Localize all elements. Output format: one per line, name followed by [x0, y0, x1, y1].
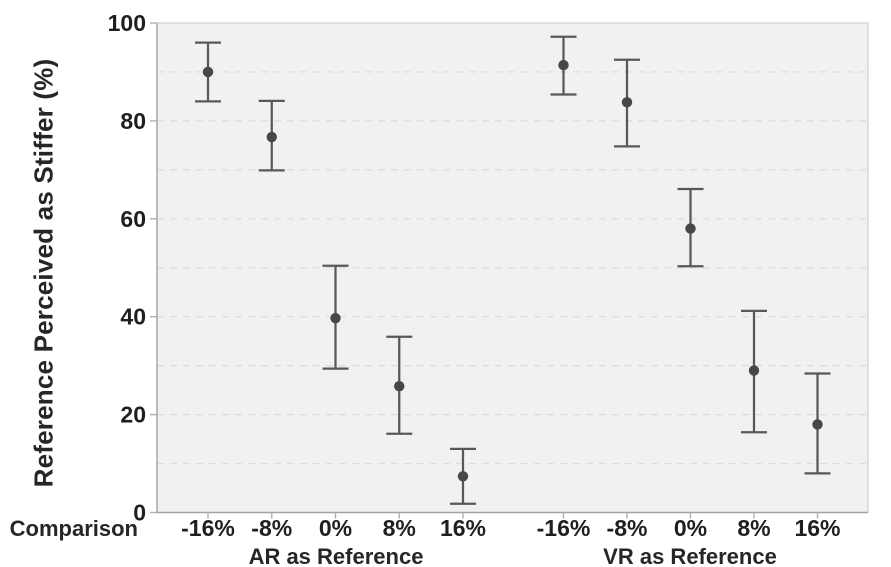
x-tick-label: -16%: [537, 515, 591, 541]
x-tick-label: -8%: [607, 515, 648, 541]
data-point: [685, 223, 696, 234]
data-point: [812, 419, 823, 430]
x-tick-label: 8%: [383, 515, 416, 541]
y-tick-label: 60: [120, 206, 146, 232]
x-tick-label: 0%: [674, 515, 707, 541]
y-axis-title: Reference Perceived as Stiffer (%): [28, 58, 59, 488]
data-point: [621, 97, 633, 108]
x-tick-label: -16%: [181, 515, 235, 541]
group-label-ar: AR as Reference: [248, 544, 424, 567]
y-tick-label: 20: [120, 402, 146, 428]
data-point: [202, 66, 214, 78]
data-point: [748, 365, 760, 376]
data-point: [457, 471, 469, 482]
y-tick-label: 40: [120, 304, 146, 330]
x-axis-corner-label: Comparison: [9, 516, 138, 541]
y-tick-label: 80: [120, 108, 146, 134]
y-tick-label: 100: [108, 10, 146, 36]
data-point: [330, 312, 341, 324]
x-tick-label: -8%: [251, 515, 292, 541]
x-tick-label: 0%: [319, 515, 352, 541]
data-point: [558, 59, 569, 71]
y-tick-label: 0: [133, 500, 146, 526]
x-tick-label: 16%: [440, 515, 486, 541]
group-label-vr: VR as Reference: [603, 544, 777, 567]
x-tick-label: 8%: [737, 515, 770, 541]
data-point: [394, 381, 405, 392]
data-point: [266, 131, 277, 143]
x-tick-label: 16%: [794, 515, 840, 541]
